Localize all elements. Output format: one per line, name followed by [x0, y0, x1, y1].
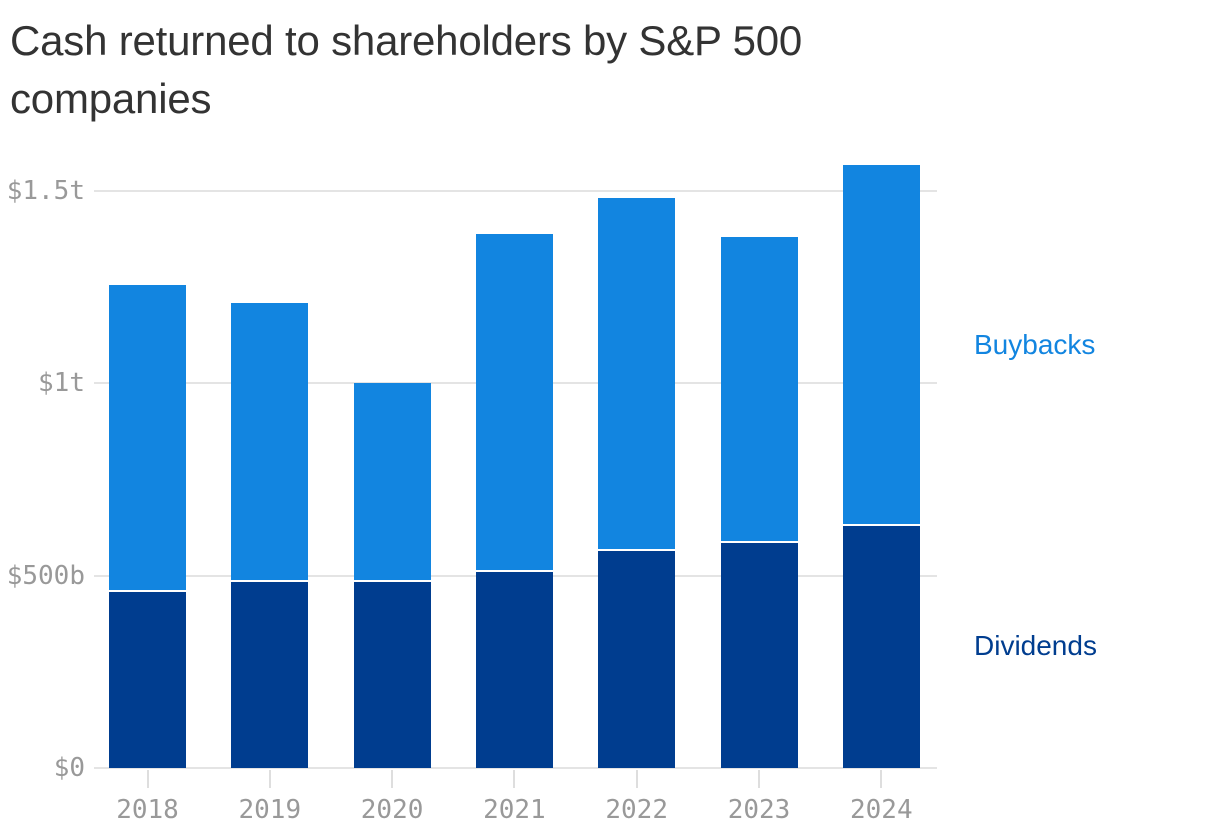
bar-segment-buybacks-2020: [353, 383, 431, 581]
gridline-$0: [94, 767, 937, 769]
y-axis-label: $1t: [38, 368, 85, 398]
chart-title-line-1: Cash returned to shareholders by S&P 500: [10, 17, 803, 64]
x-axis-label-2018: 2018: [116, 795, 179, 825]
chart-title: Cash returned to shareholders by S&P 500…: [10, 12, 1070, 128]
x-axis-label-2023: 2023: [727, 795, 791, 825]
bar-segment-dividends-2018: [109, 592, 186, 768]
x-axis-label-2022: 2022: [605, 795, 668, 825]
x-axis-label-2020: 2020: [360, 795, 424, 825]
y-axis-label: $0: [53, 753, 85, 783]
x-axis-tick: [758, 770, 760, 788]
legend-dividends-label: Dividends: [974, 630, 1097, 661]
bar-segment-buybacks-2023: [720, 237, 798, 542]
bar-segment-dividends-2020: [353, 582, 431, 768]
x-axis-label-2019: 2019: [238, 795, 302, 825]
x-axis-tick: [391, 770, 394, 788]
chart-title-line-2: companies: [10, 75, 212, 122]
bar-segment-dividends-2021: [475, 571, 553, 768]
x-axis-tick: [635, 770, 638, 788]
bar-segment-buybacks-2021: [475, 234, 553, 570]
x-axis-label-2024: 2024: [849, 795, 913, 825]
bar-segment-dividends-2024: [842, 525, 920, 768]
x-axis-label-2021: 2021: [483, 795, 546, 825]
y-axis-label: $1.5t: [6, 175, 85, 206]
x-axis-tick: [268, 770, 271, 788]
bar-segment-dividends-2023: [720, 543, 798, 768]
x-axis-tick: [146, 770, 149, 788]
gridline-$1.5t: [94, 189, 937, 192]
bar-segment-buybacks-2022: [598, 197, 676, 549]
bar-segment-buybacks-2018: [109, 284, 186, 591]
bar-segment-dividends-2022: [598, 550, 676, 768]
legend-buybacks-label: Buybacks: [974, 329, 1096, 360]
y-axis-label: $500b: [6, 560, 85, 591]
x-axis-tick: [513, 770, 516, 788]
bar-segment-buybacks-2024: [842, 164, 920, 524]
bar-segment-buybacks-2019: [231, 302, 309, 580]
bar-segment-dividends-2019: [231, 581, 309, 768]
x-axis-tick: [880, 770, 883, 788]
